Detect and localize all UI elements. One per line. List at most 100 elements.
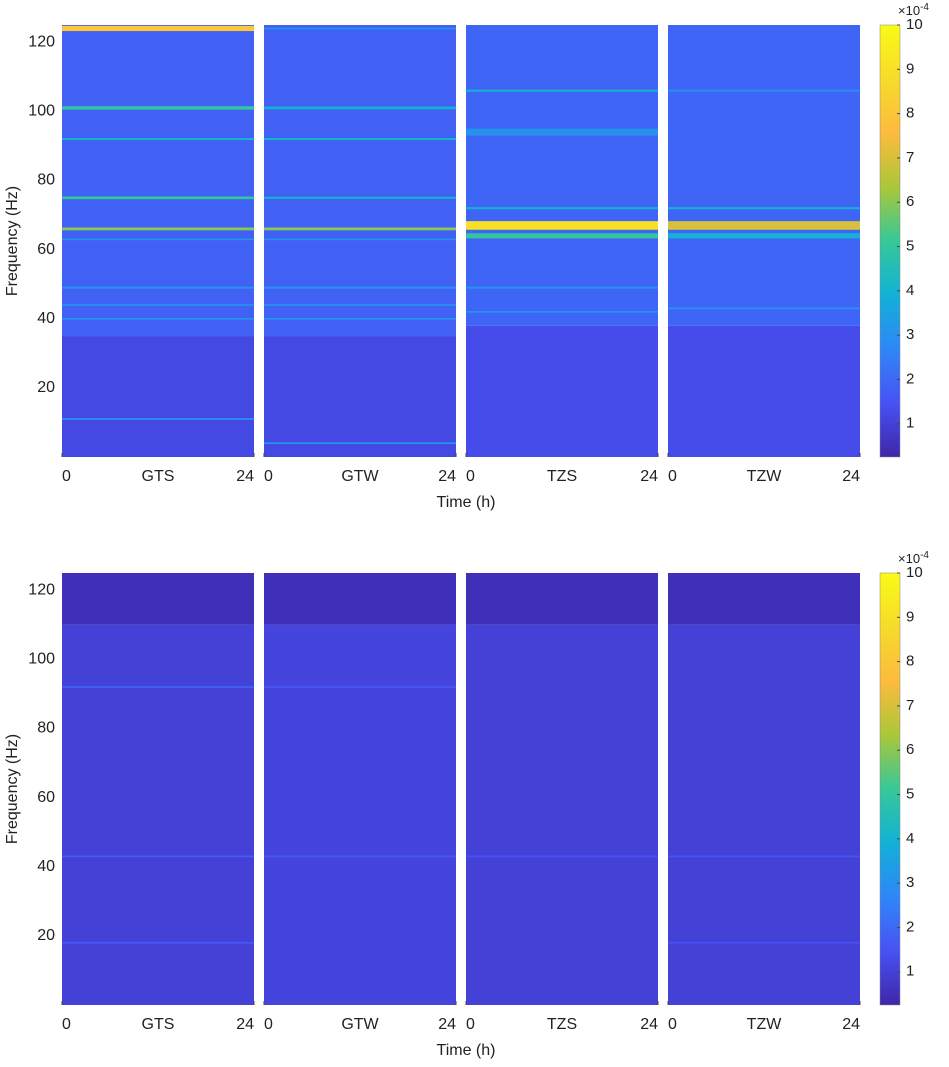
scale-exponent: -4 [920,550,929,561]
heat-band [466,207,658,210]
x-tick-label: 0 [668,1016,677,1033]
heat-band [264,227,456,231]
panel-label: GTS [142,1016,175,1033]
heat-band [62,238,254,241]
heat-band [668,221,860,230]
heat-region [264,336,456,457]
x-tick-label: 24 [640,468,658,485]
heat-band [62,106,254,110]
colorbar-tick-label: 7 [906,697,914,714]
colorbar [879,24,901,458]
heat-region [62,336,254,457]
x-tick-label: 0 [466,1016,475,1033]
heat-band [668,941,860,944]
x-axis-label: Time (h) [437,1042,496,1059]
y-tick-label: 60 [37,241,55,258]
colorbar-tick-label: 9 [906,608,914,625]
heat-band [466,855,658,858]
panel [668,25,860,457]
colorbar-tick-label: 4 [906,830,914,847]
panel [62,573,254,1005]
colorbar-scale: ×10-4 [898,2,929,19]
heat-band [466,128,658,136]
colorbar-scale: ×10-4 [898,550,929,567]
heat-region [62,25,254,337]
heat-region [668,573,860,625]
x-tick-label: 0 [466,468,475,485]
x-tick-label: 0 [62,468,71,485]
heat-region [466,573,658,625]
colorbar-tick-label: 1 [906,963,914,980]
heat-band [62,418,254,420]
heat-band [264,317,456,320]
panel-label: TZW [747,1016,783,1033]
heat-region [466,624,658,1005]
y-tick-label: 100 [28,103,55,120]
heat-band [264,106,456,110]
y-axis-label: Frequency (Hz) [4,734,21,844]
x-tick-label: 24 [842,468,860,485]
y-tick-label: 40 [37,858,55,875]
heat-region [668,624,860,1005]
colorbar-tick-label: 8 [906,653,914,670]
heat-region [668,25,860,326]
heat-band [62,138,254,141]
x-tick-label: 24 [842,1016,860,1033]
x-tick-label: 24 [438,1016,456,1033]
scale-base: ×10 [898,551,920,566]
panel-label: GTW [341,1016,379,1033]
panel-label: GTS [142,468,175,485]
heat-region [264,573,456,625]
heat-region [466,25,658,326]
panel-label: GTW [341,468,379,485]
heat-band [668,89,860,92]
y-axis-label: Frequency (Hz) [4,186,21,296]
colorbar-tick-label: 6 [906,193,914,210]
heat-band [264,27,456,30]
x-tick-label: 24 [438,468,456,485]
heat-region [264,624,456,1005]
heat-band [466,286,658,289]
colorbar-tick-label: 8 [906,105,914,122]
heat-region [264,25,456,337]
y-tick-label: 40 [37,310,55,327]
x-axis-label: Time (h) [437,494,496,511]
heat-band [62,227,254,231]
heat-band [466,89,658,92]
colorbar-tick-label: 10 [906,564,923,581]
colorbar-tick-label: 9 [906,60,914,77]
colorbar-tick-label: 5 [906,238,914,255]
colorbar-tick-label: 6 [906,741,914,758]
heat-band [62,196,254,200]
panel [62,25,254,457]
x-tick-label: 24 [236,1016,254,1033]
heat-band [264,686,456,688]
y-tick-label: 20 [37,379,55,396]
heat-band [264,304,456,306]
heat-band [264,138,456,141]
heat-band [264,238,456,241]
panel [264,573,456,1005]
colorbar-tick-label: 4 [906,282,914,299]
heat-band [466,221,658,230]
y-tick-label: 80 [37,172,55,189]
y-tick-label: 20 [37,927,55,944]
colorbar-tick-label: 10 [906,16,923,33]
heat-band [62,317,254,320]
colorbar [879,572,901,1006]
heat-region [466,325,658,457]
panel-label: TZS [547,468,577,485]
heat-band [62,855,254,858]
colorbar-tick-label: 2 [906,370,914,387]
panel-label: TZW [747,468,783,485]
scale-exponent: -4 [920,2,929,13]
heat-band [668,207,860,210]
heat-band [264,442,456,445]
x-tick-label: 0 [264,1016,273,1033]
heat-region [62,573,254,625]
x-tick-label: 0 [668,468,677,485]
colorbar-tick-label: 2 [906,918,914,935]
colorbar-tick-label: 7 [906,149,914,166]
heat-band [62,286,254,289]
